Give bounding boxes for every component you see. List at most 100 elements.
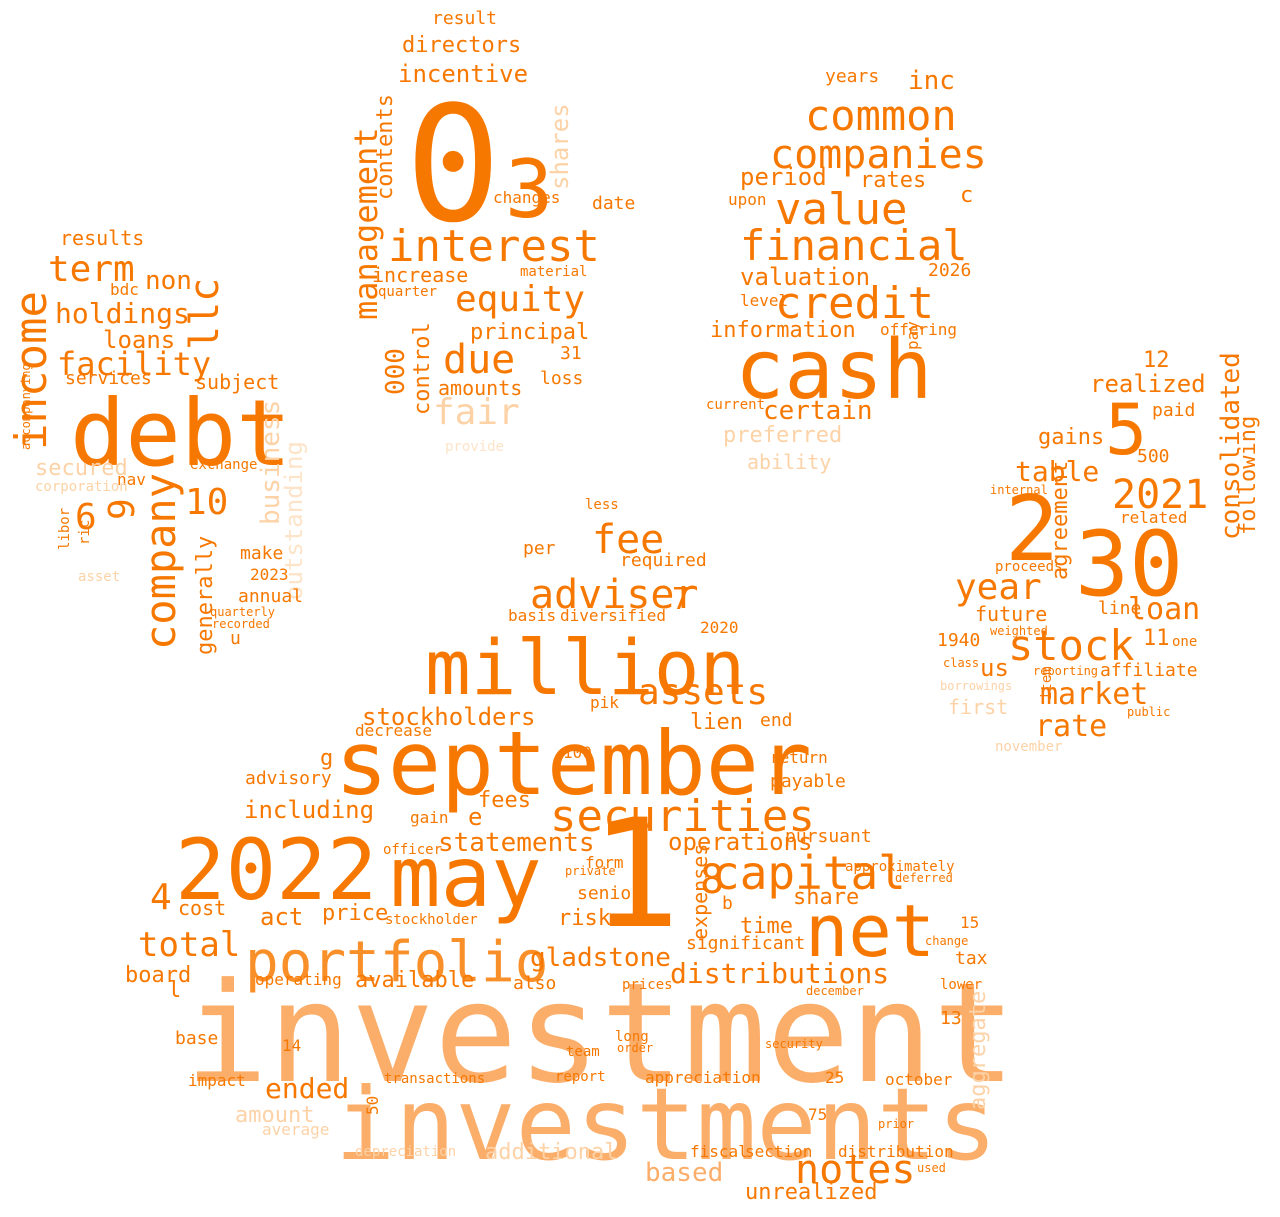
word-facility: facility [57,345,212,383]
word-gains: gains [1038,425,1105,450]
word-corporation: corporation [35,479,128,495]
word-class: class [943,656,980,670]
word-order: order [617,1041,654,1055]
word-gain: gain [410,808,449,827]
word-result: result [432,8,498,29]
word-asset: asset [78,569,121,585]
word-base: base [175,1028,219,1049]
word-term: term [48,249,135,290]
word-proceeds: proceeds [995,559,1063,575]
word-investments: investments [335,1066,998,1183]
word-period: period [740,163,827,191]
word-adviser: adviser [530,572,699,618]
word-4: 4 [150,877,172,918]
word-amounts: amounts [438,376,523,400]
word-distributions: distributions [670,957,890,990]
word-shares: shares [546,103,574,190]
word-offering: offering [880,320,958,339]
word-common: common [805,91,957,140]
word-long: long [615,1029,649,1045]
word-prices: prices [622,977,673,993]
word-make: make [240,543,284,564]
word-stockholder: stockholder [385,912,478,928]
word-2023: 2023 [250,565,289,584]
word-level: level [740,291,789,310]
word-used: used [917,1161,946,1175]
word-2026: 2026 [928,260,972,281]
word-fiscal: fiscal [690,1142,748,1161]
word-rate: rate [1035,709,1108,744]
word-reporting: reporting [1033,664,1099,678]
word-report: report [555,1069,606,1085]
word-equity: equity [455,279,586,320]
word-75: 75 [808,1105,828,1124]
word-2022: 2022 [175,821,378,919]
word-time: time [740,914,793,939]
word-security: security [765,1037,823,1051]
word-fees: fees [478,788,531,813]
word-impact: impact [188,1071,246,1090]
word-gladstone: gladstone [530,943,671,973]
word-loans: loans [103,326,176,354]
word-10: 10 [185,482,229,523]
word-changes: changes [493,188,561,207]
word-upon: upon [728,190,767,209]
word-inc: inc [908,66,955,96]
word-3: 3 [505,143,554,236]
word-bdc: bdc [110,280,139,299]
word-directors: directors [402,33,522,58]
word-decrease: decrease [355,721,433,740]
word-incentive: incentive [398,60,529,88]
word-loan: loan [1128,592,1201,627]
word-7: 7 [672,582,691,617]
word-pik: pik [590,693,619,712]
word-private: private [565,864,616,878]
word-company: company [136,472,185,650]
word-lien: lien [690,710,743,735]
word-return: return [770,748,828,767]
word-portfolio: portfolio [245,930,549,995]
word-cost: cost [178,896,227,920]
word-required: required [620,550,707,571]
word-public: public [1127,705,1171,719]
word-exchange: exchange [190,457,258,473]
word-ability: ability [747,450,832,474]
word-total: total [138,925,241,965]
word-companies: companies [770,132,987,178]
word-diversified: diversified [560,606,666,625]
word-libor: libor [57,507,73,550]
word-officer: officer [383,842,443,858]
word-form: form [585,853,624,872]
word-deferred: deferred [895,871,953,885]
word-depreciation: depreciation [355,1144,457,1160]
word-rates: rates [860,168,927,193]
word-date: date [592,193,636,214]
word-12: 12 [1143,348,1170,373]
word-related: related [1120,508,1188,527]
word-value: value [775,184,908,235]
word-operating: operating [255,970,342,989]
word-annual: annual [238,586,304,607]
word-valuation: valuation [740,263,871,291]
word-end: end [760,710,793,731]
word-notes: notes [795,1147,916,1193]
word-october: october [885,1070,953,1089]
word-100: 100 [563,743,592,762]
word-25: 25 [825,1068,845,1087]
word-based: based [645,1158,724,1188]
word-ended: ended [265,1072,350,1105]
word-pay: pay [903,321,922,350]
word-2020: 2020 [700,618,739,637]
word-stock: stock [1008,621,1135,670]
word-increase: increase [372,263,469,287]
word-recorded: recorded [212,617,270,631]
word-expenses: expenses [688,843,712,940]
word-act: act [260,903,304,931]
word-current: current [706,397,766,413]
word-tax: tax [955,948,988,969]
word-unrealized: unrealized [745,1180,878,1205]
word-less: less [585,497,619,513]
word-b: b [722,893,733,914]
word-500: 500 [1137,446,1170,467]
